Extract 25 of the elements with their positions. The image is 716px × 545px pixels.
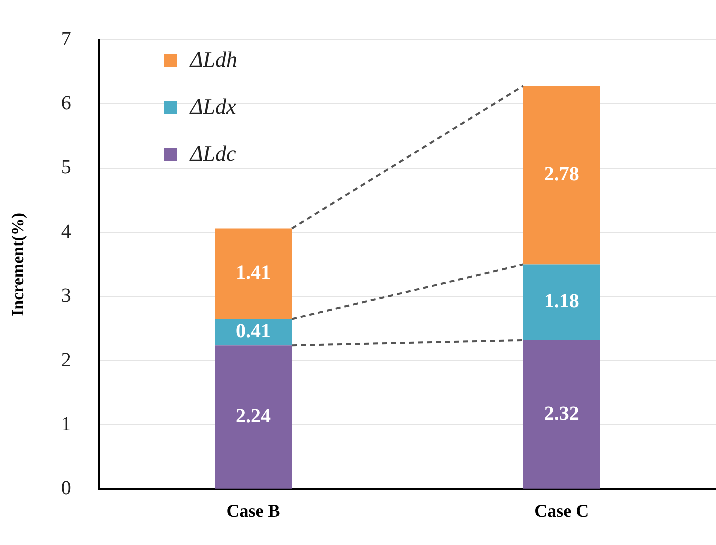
data-label: 2.32 <box>544 402 580 425</box>
x-tick-label: Case C <box>534 500 590 521</box>
bar <box>523 340 600 489</box>
legend-label: ΔLdx <box>189 94 237 119</box>
y-tick-label: 0 <box>61 478 72 500</box>
bar <box>215 228 292 320</box>
y-tick-label: 2 <box>61 349 72 372</box>
y-tick-label: 6 <box>61 92 72 114</box>
data-label: 0.41 <box>236 320 272 343</box>
legend-label: ΔLdc <box>189 140 237 166</box>
y-tick-label: 1 <box>61 413 72 436</box>
y-tick-label: 5 <box>61 156 72 179</box>
data-label: 1.41 <box>236 262 272 284</box>
data-label: 2.24 <box>236 405 272 428</box>
y-axis-title: Increment(%) <box>8 212 28 316</box>
data-label: 1.18 <box>544 290 580 313</box>
x-tick-label: Case B <box>226 500 280 521</box>
y-tick-label: 3 <box>61 285 72 308</box>
data-label: 2.78 <box>544 164 580 186</box>
y-tick-label: 7 <box>61 28 72 50</box>
bar <box>215 346 292 489</box>
bar <box>523 264 600 340</box>
bar <box>523 86 600 265</box>
y-tick-label: 4 <box>61 220 72 243</box>
legend-label: ΔLdh <box>189 46 238 72</box>
